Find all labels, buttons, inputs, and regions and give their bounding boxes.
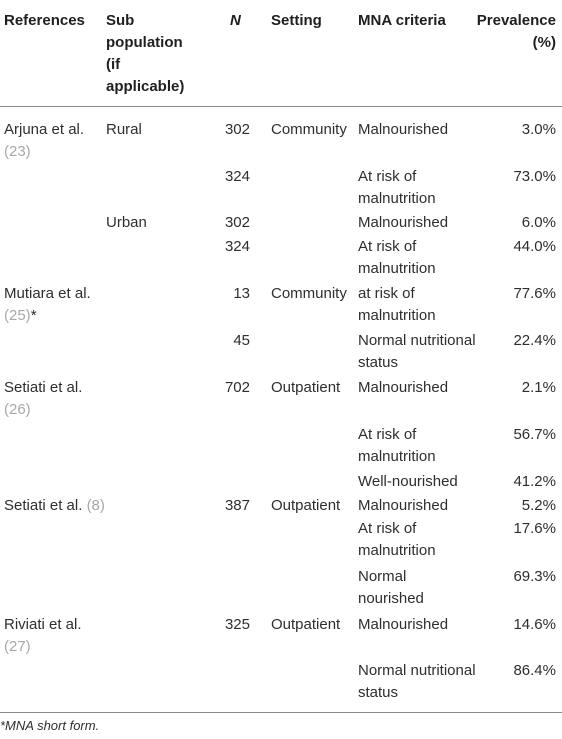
- setting-cell: Community: [271, 285, 347, 302]
- header-mna-criteria: MNA criteria: [358, 12, 446, 29]
- reference-text: Setiati et al.: [4, 379, 83, 396]
- citation-link[interactable]: (26): [4, 401, 31, 418]
- reference-cell: Arjuna et al. (23): [4, 119, 114, 163]
- header-divider: [0, 106, 562, 107]
- prevalence-cell: 3.0%: [521, 121, 556, 138]
- reference-cell: Setiati et al. (26): [4, 377, 114, 421]
- reference-text: Mutiara et al.: [4, 285, 91, 302]
- prevalence-cell: 77.6%: [513, 285, 556, 302]
- prevalence-cell: 73.0%: [513, 168, 556, 185]
- prevalence-cell: 14.6%: [513, 616, 556, 633]
- prevalence-cell: 2.1%: [521, 379, 556, 396]
- citation-link[interactable]: (23): [4, 143, 31, 160]
- citation-link[interactable]: (27): [4, 638, 31, 655]
- reference-text: Riviati et al.: [4, 616, 82, 633]
- reference-text: Setiati et al.: [4, 497, 83, 514]
- footnote-marker: *: [30, 307, 37, 324]
- criteria-cell: At risk of malnutrition: [358, 520, 436, 559]
- criteria-cell: at risk of malnutrition: [358, 285, 436, 324]
- criteria-cell: Malnourished: [358, 616, 449, 633]
- header-references: References: [4, 12, 85, 29]
- criteria-cell: Malnourished: [358, 121, 449, 138]
- n-cell: 324: [224, 238, 250, 255]
- n-cell: 13: [233, 285, 250, 302]
- reference-cell: Riviati et al. (27): [4, 614, 114, 658]
- n-cell: 302: [224, 121, 250, 138]
- citation-link[interactable]: (8): [86, 497, 105, 514]
- header-n: N: [230, 12, 241, 29]
- n-cell: 45: [233, 332, 250, 349]
- table-bottom-divider: [0, 712, 562, 713]
- prevalence-cell: 22.4%: [513, 332, 556, 349]
- criteria-cell: At risk of malnutrition: [358, 168, 436, 207]
- prevalence-cell: 44.0%: [513, 238, 556, 255]
- criteria-cell: Malnourished: [358, 497, 449, 514]
- prevalence-cell: 69.3%: [513, 568, 556, 585]
- prevalence-cell: 17.6%: [513, 520, 556, 537]
- citation-link[interactable]: (25): [4, 307, 31, 324]
- criteria-cell: Normal nourished: [358, 568, 424, 607]
- n-cell: 325: [224, 616, 250, 633]
- prevalence-cell: 56.7%: [513, 426, 556, 443]
- criteria-cell: Well-nourished: [358, 473, 458, 490]
- reference-cell: Mutiara et al. (25)*: [4, 283, 114, 327]
- n-cell: 324: [224, 168, 250, 185]
- n-cell: 302: [224, 214, 250, 231]
- header-setting: Setting: [271, 12, 322, 29]
- n-cell: 387: [224, 497, 250, 514]
- criteria-cell: Normal nutritional status: [358, 332, 476, 371]
- subpopulation-cell: Urban: [106, 214, 147, 231]
- criteria-cell: Malnourished: [358, 214, 449, 231]
- footnote: *MNA short form.: [0, 718, 100, 733]
- prevalence-cell: 5.2%: [521, 497, 556, 514]
- criteria-cell: At risk of malnutrition: [358, 426, 436, 465]
- header-prevalence: Prevalence (%): [476, 12, 556, 51]
- n-cell: 702: [224, 379, 250, 396]
- reference-text: Arjuna et al.: [4, 121, 85, 138]
- setting-cell: Community: [271, 121, 347, 138]
- header-subpopulation: Sub population (if applicable): [106, 12, 185, 95]
- setting-cell: Outpatient: [271, 497, 341, 514]
- prevalence-cell: 86.4%: [513, 662, 556, 679]
- prevalence-cell: 41.2%: [513, 473, 556, 490]
- subpopulation-cell: Rural: [106, 121, 142, 138]
- criteria-cell: Malnourished: [358, 379, 449, 396]
- setting-cell: Outpatient: [271, 616, 341, 633]
- criteria-cell: Normal nutritional status: [358, 662, 476, 701]
- criteria-cell: At risk of malnutrition: [358, 238, 436, 277]
- setting-cell: Outpatient: [271, 379, 341, 396]
- prevalence-cell: 6.0%: [521, 214, 556, 231]
- reference-cell: Setiati et al. (8): [4, 495, 204, 517]
